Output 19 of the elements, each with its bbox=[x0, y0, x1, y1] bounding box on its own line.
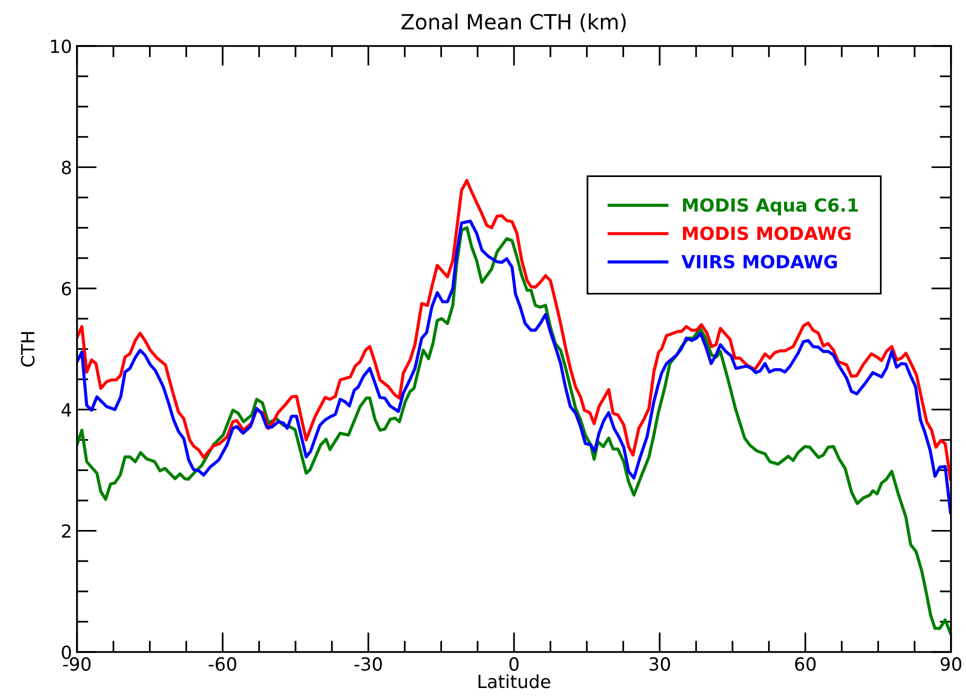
x-axis-title: Latitude bbox=[478, 674, 550, 688]
legend-label: VIIRS MODAWG bbox=[681, 254, 837, 268]
x-tick-label: 30 bbox=[650, 657, 670, 671]
y-axis-title: CTH bbox=[20, 332, 35, 367]
y-tick-label: 10 bbox=[51, 39, 71, 54]
x-tick-label: -90 bbox=[63, 657, 91, 671]
x-tick-label: -60 bbox=[208, 657, 236, 671]
y-tick-label: 4 bbox=[62, 403, 72, 416]
y-tick-label: 6 bbox=[62, 282, 71, 296]
legend-label: MODIS Aqua C6.1 bbox=[683, 198, 858, 216]
y-tick-label: 0 bbox=[62, 645, 71, 660]
chart-title: Zonal Mean CTH (km) bbox=[401, 14, 626, 32]
y-tick-label: 2 bbox=[62, 524, 70, 538]
x-tick-label: 90 bbox=[940, 657, 962, 671]
x-tick-label: 60 bbox=[795, 657, 816, 671]
x-tick-label: -30 bbox=[354, 657, 382, 671]
x-tick-label: 0 bbox=[509, 657, 519, 671]
legend-label: MODIS MODAWG bbox=[683, 226, 851, 240]
y-tick-label: 8 bbox=[62, 160, 71, 174]
